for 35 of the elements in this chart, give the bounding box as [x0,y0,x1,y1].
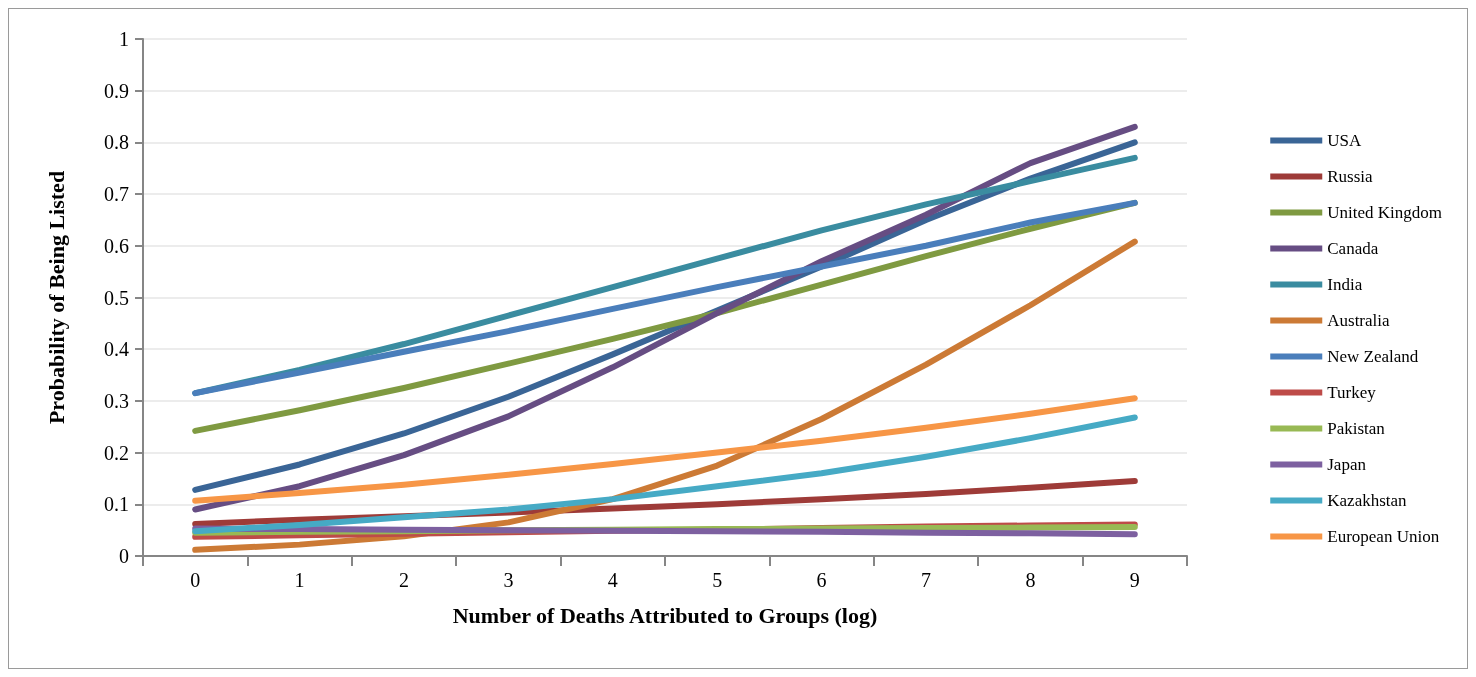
y-tick-label: 0.5 [104,286,129,309]
y-axis-title: Probability of Being Listed [43,170,69,425]
y-tick-label: 0.2 [104,441,129,464]
x-tick-label: 1 [294,569,305,591]
legend-label: Pakistan [1327,419,1386,438]
legend-label: Russia [1327,167,1374,186]
x-tick-label: 4 [607,569,618,591]
x-tick-label: 3 [503,569,514,591]
y-tick-label: 0.7 [104,183,129,206]
legend-label: USA [1327,131,1362,150]
legend-label: Turkey [1327,383,1377,402]
legend-label: European Union [1327,527,1440,546]
x-tick-label: 7 [921,569,931,591]
y-tick-label: 0.8 [104,131,129,154]
x-tick-label: 9 [1129,569,1140,591]
y-tick-label: 0.3 [104,389,129,412]
x-tick-label: 2 [399,569,409,591]
legend-label: New Zealand [1327,347,1419,366]
y-tick-label: 0.6 [104,234,129,257]
legend-label: Canada [1327,239,1379,258]
x-tick-label: 6 [816,569,827,591]
x-tick-label: 5 [712,569,723,591]
y-tick-label: 0.9 [104,79,129,102]
x-axis-title: Number of Deaths Attributed to Groups (log) [452,602,878,628]
y-tick-label: 1 [119,28,129,50]
legend-label: India [1327,275,1363,294]
legend-label: Kazakhstan [1327,491,1408,510]
legend-label: Australia [1327,311,1391,330]
legend-label: Japan [1327,455,1367,474]
x-tick-label: 8 [1025,569,1036,591]
y-tick-label: 0.1 [104,493,129,516]
y-tick-label: 0.4 [104,338,129,361]
x-tick-label: 0 [190,569,201,591]
y-tick-label: 0 [119,545,129,567]
legend-label: United Kingdom [1327,203,1443,222]
